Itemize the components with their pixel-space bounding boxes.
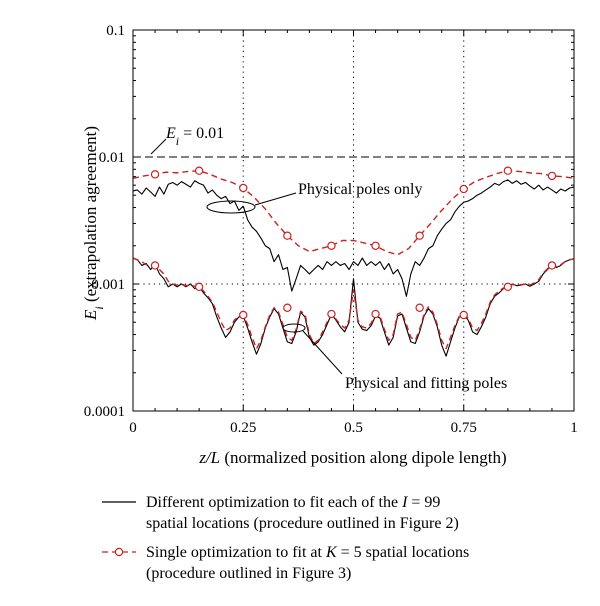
physical-poles-pointer	[254, 192, 297, 206]
x-axis-title: z/L (normalized position along dipole le…	[198, 448, 506, 467]
series-2-marker-8	[503, 166, 513, 175]
y-tick-label-0: 0.0001	[84, 404, 125, 420]
series-2-marker-7	[459, 184, 468, 194]
series-2-marker-9	[547, 171, 557, 181]
legend-label-0-line2: spatial locations (procedure outlined in…	[146, 515, 459, 532]
series-2-marker-0	[150, 170, 160, 179]
fitting-poles-label: Physical and fitting poles	[345, 375, 507, 392]
series-2-marker-6	[415, 231, 424, 240]
tick-labels: 0 0.25 0.5 0.75 1 0.0001 0.001 0.01 0.1	[84, 23, 578, 436]
series-2-marker-1	[194, 166, 204, 175]
axis-ticks	[132, 29, 575, 412]
series-3-marker-5	[371, 309, 380, 319]
series-2-marker-4	[327, 241, 336, 250]
series-3-marker-0	[150, 261, 160, 270]
y-tick-label-2: 0.01	[99, 150, 125, 166]
x-tick-label-4: 1	[570, 420, 578, 436]
x-tick-label-2: 0.5	[344, 420, 363, 436]
series-layer	[133, 166, 574, 357]
x-tick-label-3: 0.75	[451, 420, 477, 436]
series-line-1	[133, 257, 574, 357]
series-3-marker-3	[283, 303, 292, 312]
threshold-pointer	[150, 138, 167, 155]
plot-frame	[132, 29, 575, 412]
series-3-marker-4	[327, 309, 336, 319]
series-2-marker-3	[283, 231, 292, 240]
legend-label-0-line1: Different optimization to fit each of th…	[146, 494, 440, 511]
series-3-marker-9	[547, 261, 557, 270]
legend-label-1-line1: Single optimization to fit at K = 5 spat…	[146, 544, 469, 561]
series-2-marker-2	[239, 183, 248, 193]
fitting-poles-pointer	[302, 330, 343, 375]
series-3-marker-2	[239, 310, 248, 320]
x-tick-label-1: 0.25	[230, 420, 256, 436]
series-3-marker-6	[415, 303, 424, 312]
x-tick-label-0: 0	[129, 420, 137, 436]
legend-marker-red	[114, 547, 124, 557]
series-2-marker-5	[371, 241, 380, 250]
physical-poles-label: Physical poles only	[298, 181, 422, 198]
series-3-marker-8	[503, 282, 513, 292]
series-3-marker-1	[194, 282, 204, 292]
legend-label-1-line2: (procedure outlined in Figure 3)	[146, 565, 351, 582]
series-line-2	[133, 169, 574, 256]
y-tick-label-3: 0.1	[106, 23, 125, 39]
fitting-poles-ellipse	[282, 323, 306, 333]
series-line-3	[133, 257, 574, 350]
threshold-label: Ei = 0.01	[165, 125, 224, 148]
physical-poles-ellipse	[206, 200, 256, 214]
series-line-0	[133, 179, 574, 297]
series-3-marker-7	[459, 310, 468, 320]
grid-layer	[133, 30, 574, 411]
y-axis-title: Ei (extrapolation agreement)	[81, 126, 106, 321]
y-tick-label-1: 0.001	[91, 277, 125, 293]
legend: Different optimization to fit each of th…	[102, 494, 469, 582]
